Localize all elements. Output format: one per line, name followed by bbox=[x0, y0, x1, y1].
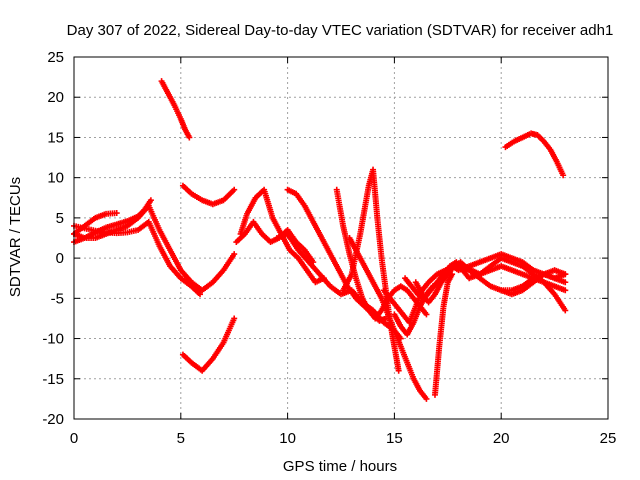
data-point bbox=[231, 315, 238, 322]
series-19 bbox=[431, 271, 456, 398]
y-tick-label: 20 bbox=[47, 89, 64, 106]
x-tick-label: 10 bbox=[279, 430, 296, 447]
data-point bbox=[562, 279, 569, 286]
data-point bbox=[423, 311, 430, 318]
plot-frame bbox=[73, 56, 609, 420]
data-point bbox=[423, 395, 430, 402]
series-13 bbox=[346, 235, 430, 402]
chart-title: Day 307 of 2022, Sidereal Day-to-day VTE… bbox=[67, 22, 614, 39]
data-point bbox=[395, 367, 402, 374]
data-point bbox=[186, 134, 193, 141]
data-point bbox=[231, 251, 238, 258]
y-tick-label: -5 bbox=[51, 290, 64, 307]
series-4 bbox=[71, 210, 120, 237]
y-tick-label: 5 bbox=[56, 210, 64, 227]
x-tick-label: 20 bbox=[493, 430, 510, 447]
data-point bbox=[562, 307, 569, 314]
series-6 bbox=[179, 182, 238, 208]
x-axis-label: GPS time / hours bbox=[283, 458, 397, 475]
series-7 bbox=[179, 315, 238, 374]
data-point bbox=[231, 186, 238, 193]
series-14 bbox=[340, 166, 402, 374]
y-tick-label: -10 bbox=[42, 331, 64, 348]
series-8 bbox=[237, 186, 327, 286]
series-20 bbox=[502, 130, 567, 179]
x-tick-label: 5 bbox=[177, 430, 185, 447]
x-tick-label: 0 bbox=[70, 430, 78, 447]
y-tick-label: -15 bbox=[42, 371, 64, 388]
data-series bbox=[71, 78, 569, 402]
y-tick-label: 10 bbox=[47, 170, 64, 187]
y-tick-label: 25 bbox=[47, 49, 64, 66]
y-tick-label: -20 bbox=[42, 411, 64, 428]
x-tick-label: 25 bbox=[600, 430, 617, 447]
data-point bbox=[562, 271, 569, 278]
y-axis-label: SDTVAR / TECUs bbox=[7, 177, 24, 297]
data-point bbox=[197, 291, 204, 298]
data-point bbox=[562, 287, 569, 294]
data-point bbox=[147, 197, 154, 204]
series-21 bbox=[498, 271, 569, 294]
y-tick-label: 15 bbox=[47, 129, 64, 146]
data-point bbox=[560, 172, 567, 179]
axis-ticks: 0 5 10 15 20 25 -20 -15 -10 -5 0 5 10 15 20 25 bbox=[42, 49, 616, 447]
data-point bbox=[449, 271, 456, 278]
x-tick-label: 15 bbox=[386, 430, 403, 447]
y-tick-label: 0 bbox=[56, 250, 64, 267]
series-5 bbox=[158, 78, 193, 141]
data-point bbox=[113, 210, 120, 217]
